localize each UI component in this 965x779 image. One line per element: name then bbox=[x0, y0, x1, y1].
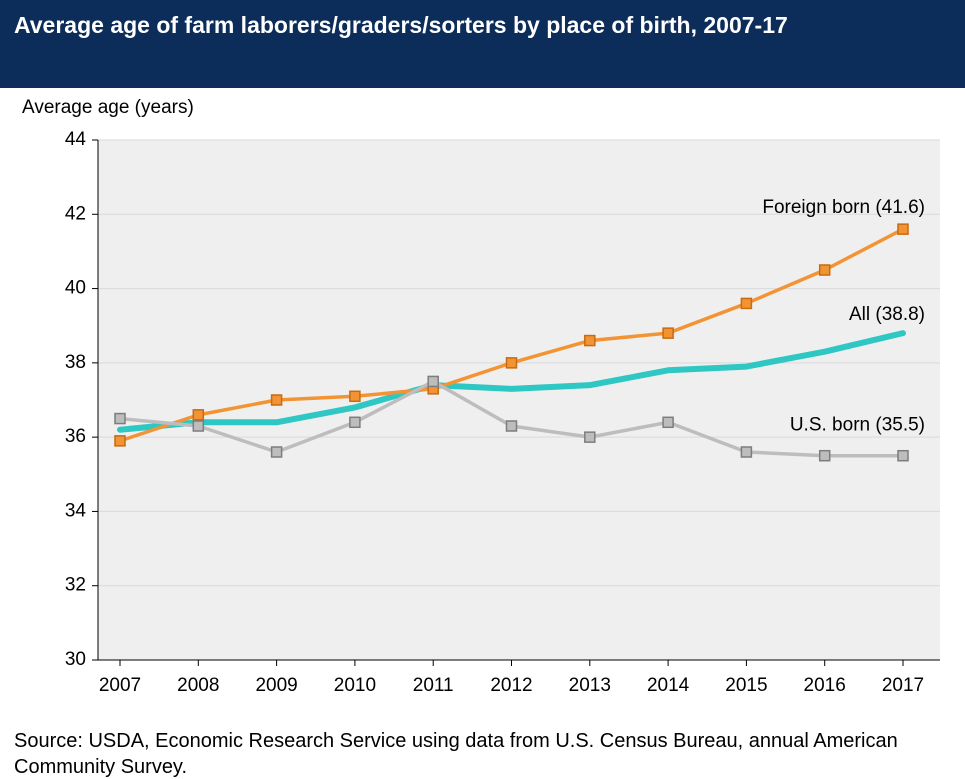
series-label: All (38.8) bbox=[849, 304, 925, 325]
point-marker bbox=[584, 431, 596, 443]
x-tick-label: 2015 bbox=[725, 675, 767, 696]
series-label: U.S. born (35.5) bbox=[790, 415, 925, 436]
y-tick-label: 42 bbox=[65, 203, 86, 224]
x-tick-label: 2008 bbox=[177, 675, 219, 696]
x-tick-label: 2012 bbox=[490, 675, 532, 696]
source-note: Source: USDA, Economic Research Service … bbox=[14, 730, 898, 778]
point-marker bbox=[740, 297, 753, 310]
chart-title: Average age of farm laborers/graders/sor… bbox=[14, 12, 788, 38]
point-marker bbox=[505, 420, 518, 432]
point-marker bbox=[427, 375, 439, 388]
point-marker bbox=[740, 446, 753, 458]
point-marker bbox=[349, 390, 361, 403]
point-marker bbox=[662, 416, 674, 429]
point-marker bbox=[662, 327, 674, 339]
plot-area bbox=[98, 140, 940, 660]
point-marker bbox=[897, 449, 909, 462]
y-tick-label: 34 bbox=[65, 500, 87, 521]
y-tick-label: 32 bbox=[65, 575, 86, 596]
point-marker bbox=[505, 357, 518, 369]
x-tick-label: 2014 bbox=[647, 675, 690, 696]
y-tick-label: 38 bbox=[65, 352, 86, 373]
series-line bbox=[117, 330, 906, 433]
x-tick-label: 2011 bbox=[413, 675, 454, 696]
x-tick-label: 2010 bbox=[334, 675, 376, 696]
point-marker bbox=[349, 416, 361, 429]
point-marker bbox=[192, 420, 205, 432]
point-marker bbox=[270, 394, 283, 406]
y-axis-label: Average age (years) bbox=[22, 97, 194, 118]
header-bar bbox=[0, 0, 965, 88]
x-tick-label: 2013 bbox=[569, 675, 611, 696]
y-tick-label: 44 bbox=[65, 129, 87, 150]
point-marker bbox=[270, 446, 283, 458]
point-marker bbox=[818, 264, 831, 276]
series-label: Foreign born (41.6) bbox=[762, 197, 925, 218]
x-tick-label: 2009 bbox=[255, 675, 297, 696]
y-tick-label: 36 bbox=[65, 426, 86, 447]
point-marker bbox=[192, 409, 205, 421]
y-tick-label: 40 bbox=[65, 278, 86, 299]
point-marker bbox=[114, 412, 126, 425]
y-tick-label: 30 bbox=[65, 649, 86, 670]
point-marker bbox=[584, 334, 596, 347]
x-tick-label: 2016 bbox=[804, 675, 846, 696]
x-tick-label: 2017 bbox=[882, 675, 924, 696]
x-tick-label: 2007 bbox=[99, 675, 141, 696]
point-marker bbox=[897, 223, 909, 235]
point-marker bbox=[114, 435, 126, 447]
point-marker bbox=[818, 449, 831, 462]
